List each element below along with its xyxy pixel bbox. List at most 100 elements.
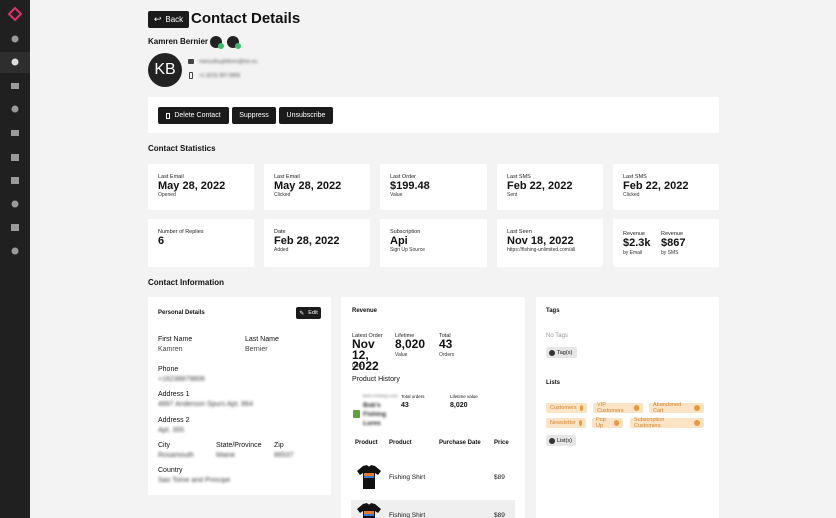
- back-button[interactable]: ↩ Back: [148, 11, 189, 28]
- product-name: Fishing Shirt: [389, 474, 426, 481]
- lists-title: Lists: [546, 380, 561, 386]
- revenue-value: Nov 12, 2022: [352, 337, 379, 373]
- stat-label: Revenue: [623, 231, 646, 237]
- stat-card: Last SMS Feb 22, 2022 Sent: [497, 164, 603, 210]
- stat-label: Last SMS: [623, 174, 647, 180]
- revenue-value: 43: [439, 337, 453, 351]
- stat-note: Opened: [158, 192, 176, 198]
- stat-value: $2.3k: [623, 237, 651, 249]
- shopify-icon: [353, 410, 360, 418]
- button-label: Tag(s): [557, 349, 573, 356]
- store-label: Lifetime value: [450, 394, 478, 399]
- stat-card: Last Email May 28, 2022 Opened: [148, 164, 254, 210]
- action-button[interactable]: Unsubscribe: [279, 107, 333, 124]
- add-tag-button[interactable]: Tag(s): [546, 347, 577, 358]
- stat-note: Sent: [507, 192, 518, 198]
- add-list-button[interactable]: List(s): [546, 435, 576, 446]
- badge-label: Abandoned Cart: [653, 402, 682, 414]
- action-button[interactable]: Delete Contact: [158, 107, 229, 124]
- stat-card: Number of Replies 6: [148, 219, 254, 267]
- store-value: 8,020: [450, 402, 468, 409]
- stat-value: May 28, 2022: [274, 180, 342, 192]
- sidebar: [0, 0, 30, 518]
- product-image: [354, 462, 384, 492]
- list-badge: Subscription Customers: [630, 417, 704, 429]
- stat-card: Last Seen Nov 18, 2022 https://fishing-unl…: [497, 219, 603, 267]
- table-header: Purchase Date: [439, 440, 481, 446]
- stat-value: May 28, 2022: [158, 180, 226, 192]
- field-value: Maine: [216, 452, 236, 459]
- stat-note: Value: [390, 192, 403, 198]
- edit-button[interactable]: ✎ Edit: [296, 307, 321, 319]
- table-header: Product: [355, 440, 378, 446]
- section-title: Contact Statistics: [148, 144, 216, 153]
- list-badge: Abandoned Cart: [649, 402, 704, 414]
- stat-label: Number of Replies: [158, 229, 204, 235]
- stat-value: 6: [158, 235, 165, 247]
- stat-note: https://fishing-unlimited.com/all: [507, 247, 576, 253]
- stat-label: Subscription: [390, 229, 421, 235]
- badge-remove: [694, 405, 700, 411]
- field-value: 86537: [274, 452, 294, 459]
- stat-label: Last Email: [274, 174, 300, 180]
- field-value: Kamren: [158, 346, 183, 353]
- stat-label: Date: [274, 229, 286, 235]
- edit-icon: ✎: [299, 310, 305, 317]
- action-button[interactable]: Suppress: [232, 107, 276, 124]
- revenue-note: Value: [395, 352, 408, 358]
- back-label: Back: [165, 15, 184, 24]
- field-label: State/Province: [216, 442, 262, 449]
- button-label: List(s): [557, 437, 572, 444]
- history-title: Product History: [352, 376, 400, 383]
- action-label: Suppress: [239, 112, 269, 119]
- badge-remove: [579, 405, 583, 411]
- stat-value: Nov 18, 2022: [507, 235, 574, 247]
- badge-label: Customers: [550, 405, 577, 411]
- list-badge: Customers: [546, 403, 587, 413]
- phone-icon: [189, 72, 193, 79]
- contact-name: Kamren Bernier: [148, 37, 209, 46]
- store-value: 43: [401, 402, 409, 409]
- plus-icon: [549, 349, 555, 356]
- badge-remove: [694, 420, 700, 426]
- stat-label: Last Seen: [507, 229, 532, 235]
- card-title: Personal Details: [158, 310, 205, 316]
- badge-remove: [578, 420, 582, 426]
- stat-value: $199.48: [390, 180, 430, 192]
- stat-card: Date Feb 28, 2022 Added: [264, 219, 370, 267]
- product-price: $89: [494, 474, 505, 481]
- stat-note: Clicked: [623, 192, 640, 198]
- product-image: [354, 500, 384, 518]
- badge-label: Subscription Customers: [634, 417, 665, 429]
- revenue-value: 8,020: [395, 337, 426, 351]
- list-badge: VIP Customers: [593, 402, 643, 414]
- store-name: Bob's Fishing Lures: [363, 402, 387, 427]
- trash-icon: [166, 112, 171, 119]
- store-label: Total orders: [401, 394, 425, 399]
- field-label: Phone: [158, 366, 179, 373]
- stat-note: Added: [274, 247, 289, 253]
- action-label: Delete Contact: [174, 112, 221, 119]
- product-price: $89: [494, 512, 505, 518]
- row-highlight: [351, 500, 515, 518]
- field-value: Apt. 355: [158, 427, 185, 434]
- revenue-label: Latest Order: [352, 333, 383, 339]
- section-title: Contact Information: [148, 278, 224, 287]
- stat-note: Sign Up Source: [390, 247, 426, 253]
- shirt: [357, 503, 381, 518]
- field-label: Country: [158, 467, 183, 474]
- stat-value: Feb 22, 2022: [623, 180, 689, 192]
- stat-value: $867: [661, 237, 686, 249]
- page-title: Contact Details: [191, 10, 301, 27]
- field-value: +16238879806: [158, 376, 205, 383]
- stat-card: Last SMS Feb 22, 2022 Clicked: [613, 164, 719, 210]
- stat-value: Api: [390, 235, 408, 247]
- avatar: KB: [148, 53, 182, 87]
- personal-details-card: Personal Details ✎ Edit First Name Kamren Las…: [148, 297, 331, 495]
- stat-label: Last Order: [390, 174, 416, 180]
- store-caption: Bob's Fishing Lures: [363, 393, 399, 398]
- stat-note: Clicked: [274, 192, 291, 198]
- revenue-label: Total: [439, 333, 451, 339]
- back-icon: ↩: [153, 14, 162, 24]
